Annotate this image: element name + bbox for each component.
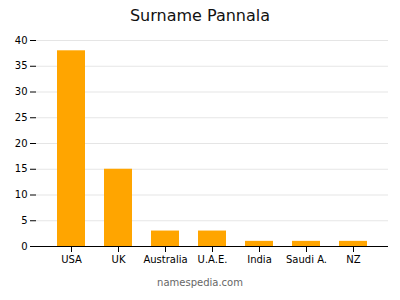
svg-text:35: 35 — [15, 60, 28, 71]
svg-text:20: 20 — [15, 138, 28, 149]
svg-text:NZ: NZ — [346, 254, 360, 265]
svg-text:India: India — [247, 254, 272, 265]
html-text:namespedia.com: namespedia.com — [157, 277, 243, 288]
svg-text:UK: UK — [112, 254, 126, 265]
svg-text:25: 25 — [15, 112, 28, 123]
svg-text:USA: USA — [61, 254, 82, 265]
svg-text:Saudi A.: Saudi A. — [286, 254, 327, 265]
svg-text:10: 10 — [15, 189, 28, 200]
svg-text:Australia: Australia — [143, 254, 187, 265]
svg-text:0: 0 — [21, 241, 27, 252]
svg-text:40: 40 — [15, 35, 28, 46]
svg-text:5: 5 — [21, 215, 27, 226]
svg-text:30: 30 — [15, 86, 28, 97]
svg-text:15: 15 — [15, 163, 28, 174]
html-text:Surname Pannala: Surname Pannala — [129, 6, 271, 25]
svg-text:U.A.E.: U.A.E. — [198, 254, 228, 265]
